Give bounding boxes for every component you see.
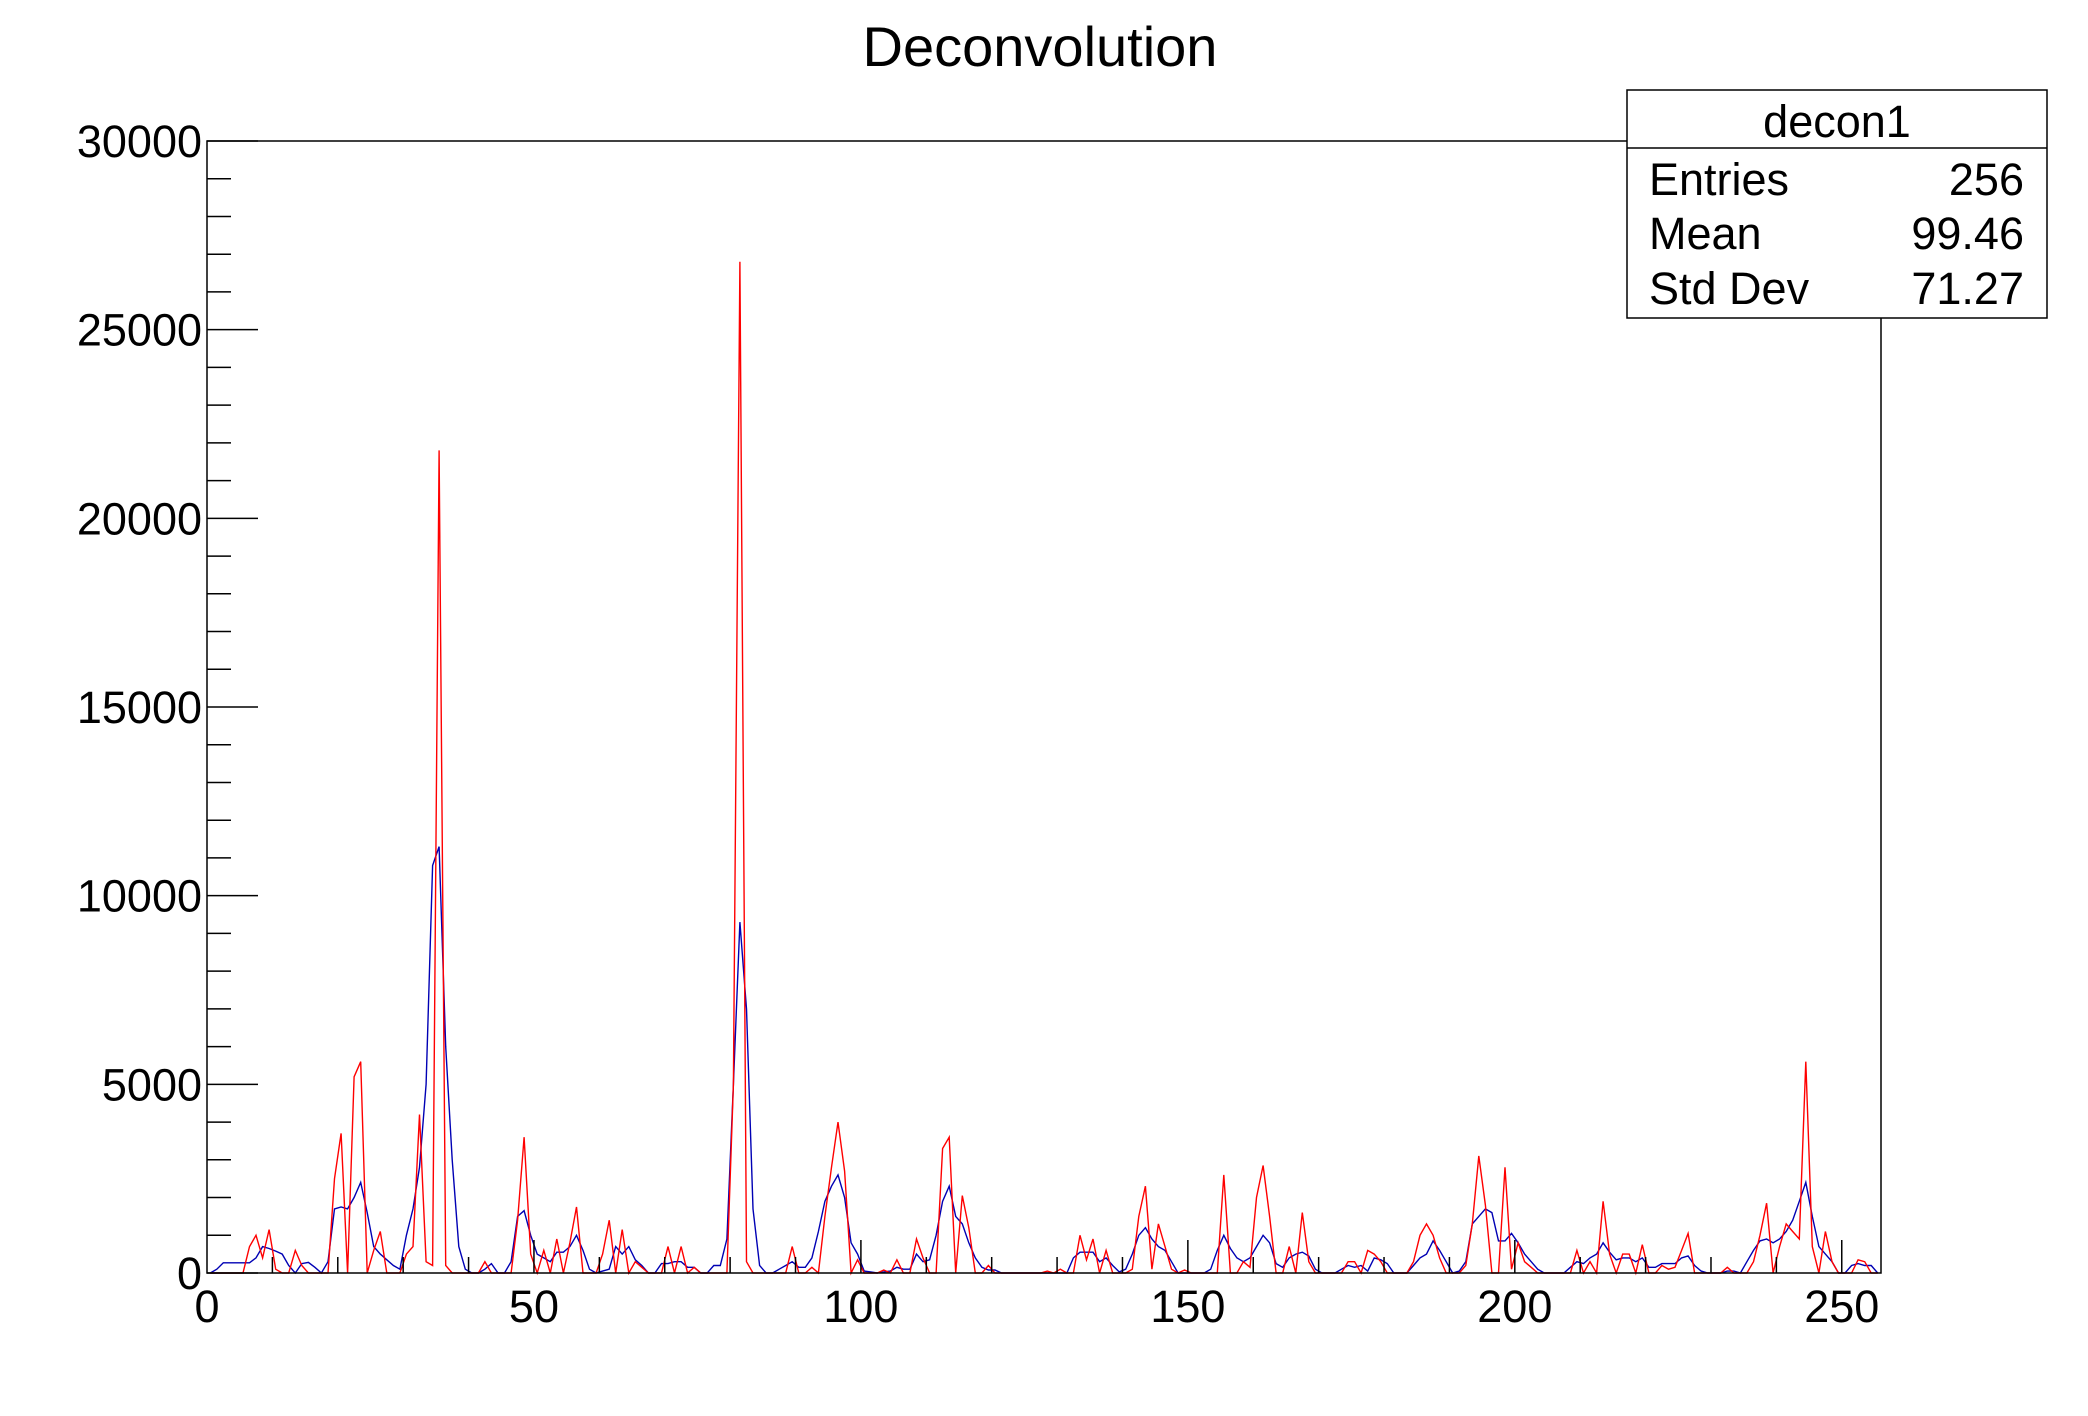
y-tick-label: 15000 bbox=[77, 682, 202, 733]
stats-stddev-label: Std Dev bbox=[1649, 263, 1810, 314]
chart-title: Deconvolution bbox=[863, 15, 1218, 78]
series-layer bbox=[209, 261, 1879, 1276]
stats-stddev-value: 71.27 bbox=[1911, 263, 2024, 314]
y-tick-label: 20000 bbox=[77, 493, 202, 544]
stats-box-border bbox=[1626, 89, 2048, 319]
plot-frame bbox=[206, 140, 1882, 1274]
stats-box-title: decon1 bbox=[1763, 96, 1911, 147]
stats-mean-value: 99.46 bbox=[1911, 208, 2024, 259]
y-tick-label: 0 bbox=[177, 1248, 202, 1299]
y-tick-label: 25000 bbox=[77, 305, 202, 356]
series-line-red bbox=[210, 261, 1878, 1276]
y-tick-label: 30000 bbox=[77, 116, 202, 167]
x-tick-label: 150 bbox=[1150, 1281, 1225, 1332]
stats-box: decon1 Entries 256 Mean 99.46 Std Dev 71… bbox=[1626, 89, 2048, 319]
x-tick-label: 250 bbox=[1804, 1281, 1879, 1332]
x-tick-label: 200 bbox=[1477, 1281, 1552, 1332]
axes: 0 5000 10000 15000 20000 25000 30000 0 50 100 150 2… bbox=[77, 116, 1879, 1332]
stats-mean-label: Mean bbox=[1649, 208, 1762, 259]
y-tick-label: 5000 bbox=[102, 1059, 202, 1110]
stats-entries-label: Entries bbox=[1649, 154, 1789, 205]
x-tick-label: 50 bbox=[509, 1281, 559, 1332]
y-tick-label: 10000 bbox=[77, 871, 202, 922]
x-tick-label: 100 bbox=[823, 1281, 898, 1332]
series-line-blue bbox=[209, 846, 1879, 1275]
x-tick-label: 0 bbox=[194, 1281, 219, 1332]
stats-entries-value: 256 bbox=[1949, 154, 2024, 205]
